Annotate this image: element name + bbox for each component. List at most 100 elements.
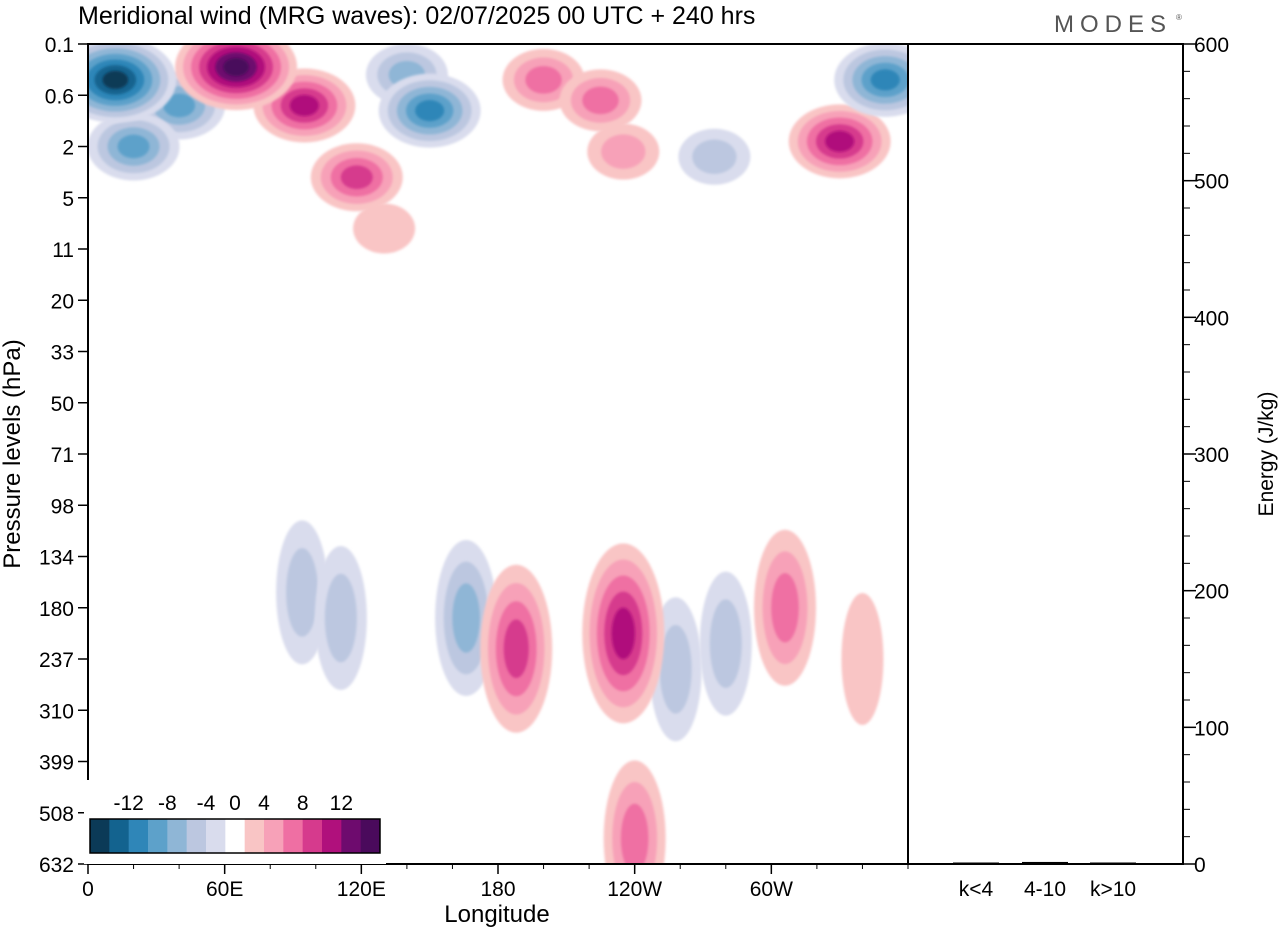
y-tick-label: 632: [39, 854, 74, 877]
energy-tick-label: 500: [1194, 171, 1229, 194]
contour-band: [659, 624, 692, 714]
contour-band: [525, 66, 562, 94]
contour-band: [223, 58, 249, 77]
colorbar-label: -8: [158, 792, 177, 815]
colorbar-swatch: [90, 819, 110, 853]
y-tick-label: 2: [62, 137, 74, 160]
colorbar-frame: [89, 818, 381, 854]
y-tick-label: 5: [62, 188, 74, 211]
contour-band: [102, 70, 129, 89]
colorbar-swatch: [283, 819, 304, 853]
wind-anomaly: [841, 593, 884, 725]
x-tick-label: 180: [480, 878, 515, 901]
chart-title: Meridional wind (MRG waves): 02/07/2025 …: [78, 2, 755, 30]
colorbar-swatch: [186, 819, 207, 853]
wind-anomaly: [253, 68, 356, 143]
energy-category-label: k<4: [959, 878, 994, 901]
wind-anomaly: [587, 123, 660, 180]
energy-tick-label: 400: [1194, 307, 1229, 330]
wind-anomaly: [788, 104, 891, 179]
colorbar-label: -4: [197, 792, 216, 815]
y-axis-label: Pressure levels (hPa): [0, 339, 26, 568]
colorbar-label: -12: [113, 792, 143, 815]
colorbar-swatch: [206, 819, 226, 853]
wind-anomaly: [699, 571, 752, 716]
contour-band: [611, 607, 635, 660]
y-tick-label: 310: [39, 700, 74, 723]
y-tick-label: 50: [51, 393, 74, 416]
contour-band: [324, 573, 357, 663]
energy-panel-frame: [907, 43, 1184, 865]
wind-field: [88, 44, 908, 864]
y-tick-label: 508: [39, 803, 74, 826]
contour-band: [709, 599, 742, 688]
colorbar-swatch: [109, 819, 130, 853]
contour-band: [620, 803, 649, 864]
contour-band: [163, 93, 196, 118]
energy-axis-label: Energy (J/kg): [1255, 392, 1278, 517]
contour-band: [289, 94, 319, 117]
x-tick-label: 0: [82, 878, 94, 901]
contour-band: [117, 134, 150, 159]
contour-band: [825, 130, 855, 152]
y-tick-label: 71: [51, 444, 74, 467]
colorbar-label: 0: [229, 792, 241, 815]
contour-band: [353, 203, 416, 254]
contour-band: [452, 583, 480, 653]
wind-anomaly: [310, 143, 403, 212]
energy-bar: [953, 862, 999, 864]
colorbar: -12 -8 -4 0 4 8 12: [84, 780, 386, 864]
colorbar-swatch: [360, 819, 381, 853]
colorbar-label: 4: [258, 792, 270, 815]
logo-registered-mark: ®: [1176, 13, 1182, 22]
colorbar-swatch: [244, 819, 265, 853]
wind-anomaly: [603, 760, 666, 864]
y-tick-label: 98: [51, 495, 74, 518]
contour-band: [503, 619, 529, 678]
wind-anomaly: [678, 128, 751, 185]
wind-anomaly: [175, 44, 298, 111]
wind-anomaly: [480, 564, 553, 733]
x-tick-label: 60W: [750, 878, 793, 901]
contour-band: [771, 573, 799, 643]
energy-bar: [1090, 862, 1136, 864]
x-tick-label: 120W: [607, 878, 662, 901]
longitude-axis: 0 60E 120E 180 120W 60W: [82, 864, 909, 901]
energy-axis: 0 100 200 300 400 500 600: [1183, 34, 1229, 877]
wind-anomaly: [353, 203, 416, 254]
y-tick-label: 11: [52, 239, 74, 262]
colorbar-swatch: [322, 819, 342, 853]
y-tick-label: 180: [39, 598, 74, 621]
y-tick-label: 0.6: [45, 85, 74, 108]
contour-band: [415, 100, 445, 122]
x-tick-label: 120E: [337, 878, 386, 901]
y-tick-label: 20: [51, 290, 74, 313]
energy-tick-label: 100: [1194, 717, 1229, 740]
y-tick-label: 134: [39, 547, 74, 570]
contour-band: [841, 593, 884, 725]
pressure-axis: 0.1 0.6 2 5 11 20 33 50 71 98 134 180 237 310 399 508 63…: [39, 34, 88, 877]
colorbar-swatch: [128, 819, 149, 853]
energy-category-label: k>10: [1090, 878, 1136, 901]
y-tick-label: 33: [51, 342, 74, 365]
contour-band: [692, 139, 737, 174]
contour-band: [601, 134, 646, 169]
energy-tick-label: 0: [1194, 854, 1206, 877]
colorbar-swatch: [225, 819, 246, 853]
colorbar-swatch: [167, 819, 188, 853]
energy-tick-label: 200: [1194, 581, 1229, 604]
wind-anomaly: [314, 546, 367, 690]
y-tick-label: 399: [39, 752, 74, 775]
wind-anomaly: [88, 112, 180, 181]
wind-anomaly: [378, 73, 481, 148]
contour-band: [870, 69, 900, 91]
wind-anomaly: [834, 44, 908, 117]
contour-band: [286, 548, 319, 637]
wind-anomaly: [559, 69, 642, 132]
energy-tick-label: 600: [1194, 34, 1229, 57]
energy-bars: k<4 4-10 k>10: [953, 861, 1136, 901]
contour-band: [340, 165, 373, 190]
plot-frame: [87, 43, 909, 865]
